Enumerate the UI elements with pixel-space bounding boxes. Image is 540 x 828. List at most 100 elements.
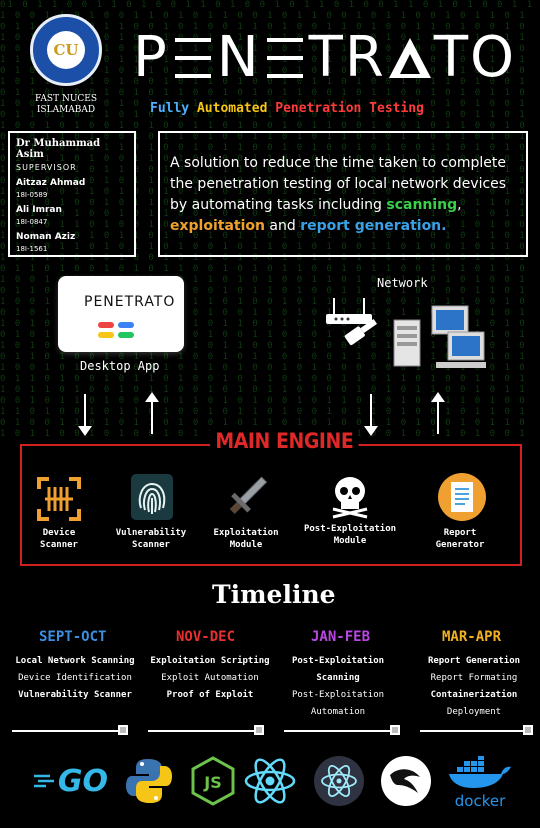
brand-letter-e2 (266, 38, 303, 78)
timeline-item: Deployment (446, 707, 502, 717)
timeline-track (420, 730, 530, 732)
brand-letter-o: O (470, 25, 517, 90)
timeline-column: Local Network Scanning Device Identifica… (6, 653, 144, 704)
timeline-item: Proof of Exploit (166, 690, 254, 700)
main-engine-title: MAIN ENGINE (210, 429, 359, 453)
svg-text:JS: JS (203, 773, 221, 792)
report-icon (438, 473, 486, 521)
scanner-icon (37, 477, 81, 521)
timeline-knob (254, 725, 264, 735)
brand-letter-n: N (216, 25, 261, 90)
timeline-knob (118, 725, 128, 735)
go-logo-text: GO (57, 763, 109, 799)
period-jan-feb: JAN-FEB (311, 629, 371, 645)
brand-letter-t: T (308, 25, 345, 90)
timeline-title: Timeline (212, 580, 336, 609)
module-label-line: Report (443, 528, 477, 538)
docker-whale-icon (449, 755, 511, 788)
brand-letter-a (388, 38, 431, 78)
period-sept-oct: SEPT-OCT (39, 629, 107, 645)
kali-linux-logo-icon (381, 756, 431, 806)
timeline-item: Post-Exploitation (291, 690, 385, 700)
brand-letter-r: R (344, 25, 386, 90)
supervisor-role: SUPERVISOR (16, 163, 77, 172)
tagline: Fully Automated Penetration Testing (150, 101, 424, 116)
description-text: A solution to reduce the time taken to c… (170, 155, 507, 213)
module-label-line: Module (333, 536, 367, 546)
sword-icon (229, 476, 268, 514)
timeline-knob (523, 725, 533, 735)
brand-title: P N T R T O (133, 25, 516, 90)
desktop-app-label: Desktop App (80, 359, 160, 373)
timeline-item: Report Formating (430, 673, 518, 683)
electron-logo-icon (314, 756, 364, 806)
module-label-line: Generator (435, 540, 485, 550)
university-logo: CU (30, 14, 102, 86)
timeline-item: Automation (310, 707, 366, 717)
description-box: A solution to reduce the time taken to c… (158, 131, 528, 257)
university-name: FAST NUCES ISLAMABAD (20, 94, 112, 116)
team-box: Dr Muhammad Asim SUPERVISOR Aitzaz Ahmad… (8, 131, 136, 257)
module-label-line: Module (229, 540, 263, 550)
module-label-line: Exploitation (213, 528, 279, 538)
member-roll: 18I-0589 (16, 191, 48, 199)
module-label-vulnerability-scanner: Vulnerability Scanner (105, 527, 197, 551)
logo-monogram: CU (47, 31, 85, 69)
timeline-item: Device Identification (18, 673, 132, 683)
network-devices-icon (326, 298, 486, 368)
timeline-item: Local Network Scanning (15, 656, 135, 666)
module-label-line: Post-Exploitation (303, 524, 397, 534)
period-nov-dec: NOV-DEC (176, 629, 236, 645)
arrow-down-icon (364, 394, 378, 436)
university-line2: ISLAMABAD (36, 105, 96, 115)
timeline-item: Exploit Automation (161, 673, 259, 683)
member-name: Aitzaz Ahmad (16, 178, 86, 188)
pill-blue (118, 322, 134, 328)
pill-green (118, 332, 134, 338)
brand-letter-t2: T (433, 25, 471, 90)
arrow-up-icon (431, 392, 445, 434)
member-roll: 18I-0847 (16, 218, 48, 226)
tagline-word-testing: Testing (369, 101, 424, 116)
brand-letter-p: P (133, 25, 169, 90)
timeline-column: Post-Exploitation Scanning Post-Exploita… (276, 653, 400, 721)
pill-yellow (98, 332, 114, 338)
module-label-device-scanner: Device Scanner (20, 527, 98, 551)
module-label-report-generator: Report Generator (420, 527, 500, 551)
timeline-column: Exploitation Scripting Exploit Automatio… (142, 653, 278, 704)
timeline-item: Scanning (316, 673, 360, 683)
description-and: and (264, 218, 301, 234)
arrow-up-icon (145, 392, 159, 434)
keyword-exploitation: exploitation (170, 218, 265, 234)
module-label-exploitation-module: Exploitation Module (200, 527, 292, 551)
go-logo-icon: GO (30, 760, 110, 802)
desktop-app-card: PENETRATO (58, 276, 184, 352)
timeline-item: Containerization (430, 690, 518, 700)
timeline-track (284, 730, 394, 732)
timeline-item: Post-Exploitation (291, 656, 385, 666)
nodejs-logo-icon: JS (191, 756, 235, 806)
timeline-track (148, 730, 258, 732)
module-label-line: Scanner (132, 540, 170, 550)
description-comma: , (457, 197, 462, 213)
period-mar-apr: MAR-APR (442, 629, 502, 645)
timeline-knob (390, 725, 400, 735)
university-line1: FAST NUCES (34, 94, 98, 104)
timeline-column: Report Generation Report Formating Conta… (410, 653, 538, 721)
keyword-report-generation: report generation. (300, 218, 447, 234)
member-roll: 18I-1561 (16, 245, 48, 253)
module-label-line: Vulnerability (115, 528, 187, 538)
pill-red (98, 322, 114, 328)
docker-logo-text: docker (454, 792, 506, 810)
module-label-post-exploitation-module: Post-Exploitation Module (295, 523, 405, 547)
timeline-item: Exploitation Scripting (150, 656, 270, 666)
supervisor-name: Dr Muhammad Asim (16, 138, 101, 160)
member-name: Ali Imran (16, 205, 62, 215)
fingerprint-icon (131, 474, 173, 520)
module-label-line: Device (42, 528, 76, 538)
skull-icon (332, 477, 368, 519)
tagline-word-penetration: Penetration (275, 101, 362, 116)
arrow-down-icon (78, 394, 92, 436)
module-label-line: Scanner (40, 540, 78, 550)
tagline-word-automated: Automated (196, 101, 268, 116)
